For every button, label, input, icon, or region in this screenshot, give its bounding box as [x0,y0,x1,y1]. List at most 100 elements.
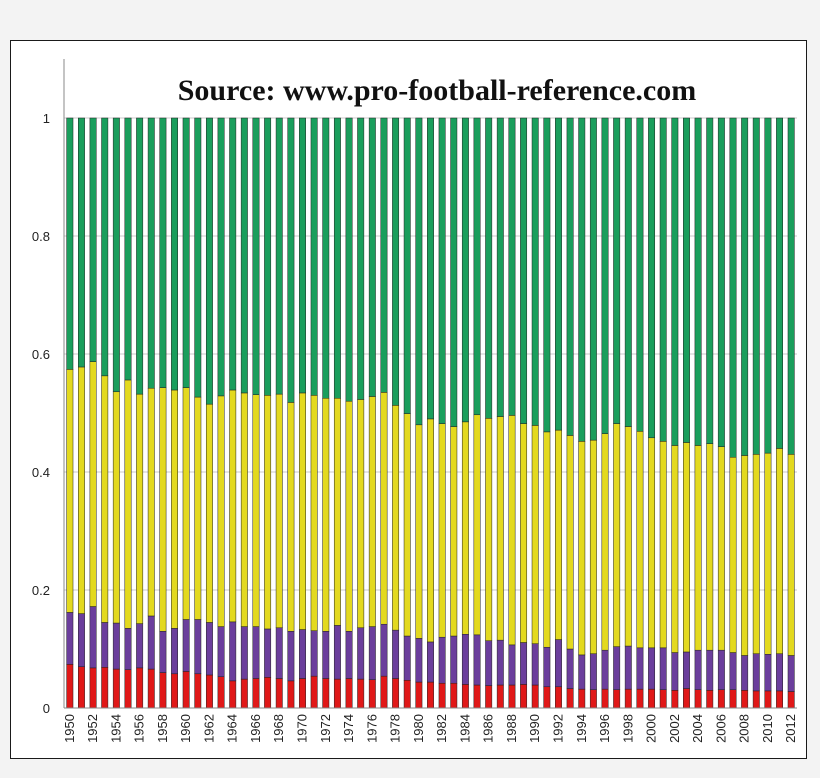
bar-segment-1960-s1 [182,619,190,672]
bar-segment-2011-s0 [776,690,783,709]
bar-segment-1997-s2 [613,423,621,647]
bar-segment-1992-s2 [555,429,562,640]
x-tick-label: 1970 [295,714,310,743]
y-tick-label: 0.2 [32,583,50,598]
bar-segment-1997-s3 [613,117,621,424]
bar-segment-2002-s3 [671,117,679,446]
bar-segment-1976-s3 [368,117,376,397]
bar-segment-2006-s0 [717,689,725,709]
bar-segment-2000-s3 [648,117,656,439]
bar-segment-1960-s0 [182,671,190,709]
bar-segment-1963-s3 [217,117,225,397]
bar-segment-1953-s3 [101,117,109,377]
bar-segment-1978-s0 [392,678,400,709]
bar-segment-1960-s3 [182,117,190,388]
bar-segment-2012-s1 [787,655,795,692]
bar-segment-1989-s0 [520,684,528,709]
bar-segment-1995-s2 [589,439,597,654]
bar-segment-1985-s1 [473,634,481,686]
bar-segment-1977-s2 [380,392,388,625]
bar-segment-2001-s1 [659,647,667,690]
bar-segment-1968-s1 [275,627,283,679]
bar-segment-2011-s2 [776,448,783,654]
bar-segment-1964-s1 [229,621,237,682]
bar-segment-1980-s2 [415,424,423,639]
bar-segment-1999-s3 [636,117,644,432]
bar-segment-1988-s0 [508,684,516,709]
bar-segment-2007-s0 [729,689,737,709]
bar-segment-1983-s0 [450,682,458,709]
x-tick-label: 1998 [620,714,635,743]
bar-segment-1965-s1 [240,626,248,680]
bar-segment-1967-s0 [264,677,272,709]
bar-segment-1986-s0 [485,685,493,709]
bar-segment-2004-s3 [694,117,702,446]
bar-segment-1996-s0 [601,688,609,709]
x-tick-label: 1996 [597,714,612,743]
bar-segment-1991-s2 [543,431,551,648]
bar-segment-2010-s2 [764,452,772,655]
x-tick-label: 1960 [178,714,193,743]
x-tick-label: 1978 [388,714,403,743]
bar-segment-1983-s2 [450,426,458,637]
bar-segment-1974-s3 [345,117,353,402]
bar-segment-1962-s1 [205,622,213,676]
bar-segment-1971-s3 [310,117,318,396]
bar-segment-1971-s1 [310,630,318,677]
bar-segment-1961-s0 [194,673,202,709]
bar-segment-1958-s0 [159,672,167,709]
bar-segment-1970-s3 [299,117,306,394]
bar-segment-2008-s3 [741,117,749,456]
bar-segment-2007-s3 [729,117,737,458]
bar-segment-1955-s3 [124,117,132,381]
x-tick-label: 1972 [318,714,333,743]
bar-segment-1994-s0 [578,688,586,709]
bar-segment-1972-s2 [322,398,330,632]
bar-segment-1963-s2 [217,395,225,627]
bar-segment-1982-s0 [438,682,446,709]
bar-segment-1992-s3 [555,117,562,431]
bar-segment-1970-s1 [299,629,306,679]
bar-segment-1959-s3 [171,117,178,391]
bar-segment-2008-s0 [741,690,749,709]
bar-segment-1982-s3 [438,117,446,424]
bar-segment-2000-s2 [648,437,656,649]
bar-segment-1988-s3 [508,117,516,416]
bar-segment-1973-s3 [333,117,341,399]
bar-segment-1995-s0 [589,689,597,709]
bar-segment-1957-s3 [147,117,155,389]
bar-segment-1969-s2 [287,402,295,632]
x-tick-label: 2012 [783,714,798,743]
bar-segment-2009-s3 [752,117,760,455]
bar-segment-1996-s2 [601,433,609,651]
bar-segment-1956-s2 [136,393,144,624]
bar-segment-1957-s2 [147,387,155,617]
bar-segment-1952-s1 [89,606,97,669]
bar-segment-2002-s0 [671,690,679,709]
y-tick-label: 0.6 [32,347,50,362]
bar-segment-1982-s2 [438,423,446,638]
x-tick-label: 1952 [85,714,100,743]
bar-segment-2001-s0 [659,689,667,709]
bar-segment-1953-s1 [101,622,109,668]
bar-segment-1956-s0 [136,667,144,709]
bar-segment-1959-s1 [171,628,178,675]
y-tick-label: 1 [43,111,50,126]
x-tick-label: 1974 [341,714,356,743]
bar-segment-1969-s3 [287,117,295,403]
bar-segment-1973-s1 [333,625,341,680]
bar-segment-1974-s0 [345,678,353,709]
chart-frame: 0 0.2 0.4 0.6 0.8 1 1950 1952 1954 1956 1958 1960 1… [10,40,807,759]
bar-segment-2011-s1 [776,653,783,692]
bar-segment-1975-s1 [357,627,365,680]
bar-segment-1959-s2 [171,389,178,629]
x-tick-label: 1988 [504,714,519,743]
bar-segment-1966-s0 [252,678,260,709]
bar-segment-1962-s2 [205,403,213,623]
bar-segment-1972-s1 [322,631,330,679]
bar-segment-1972-s3 [322,117,330,399]
bar-segment-1962-s3 [205,117,213,405]
bar-segment-1953-s0 [101,667,109,709]
bar-segment-1984-s3 [461,117,469,423]
bar-segment-1986-s2 [485,418,493,641]
